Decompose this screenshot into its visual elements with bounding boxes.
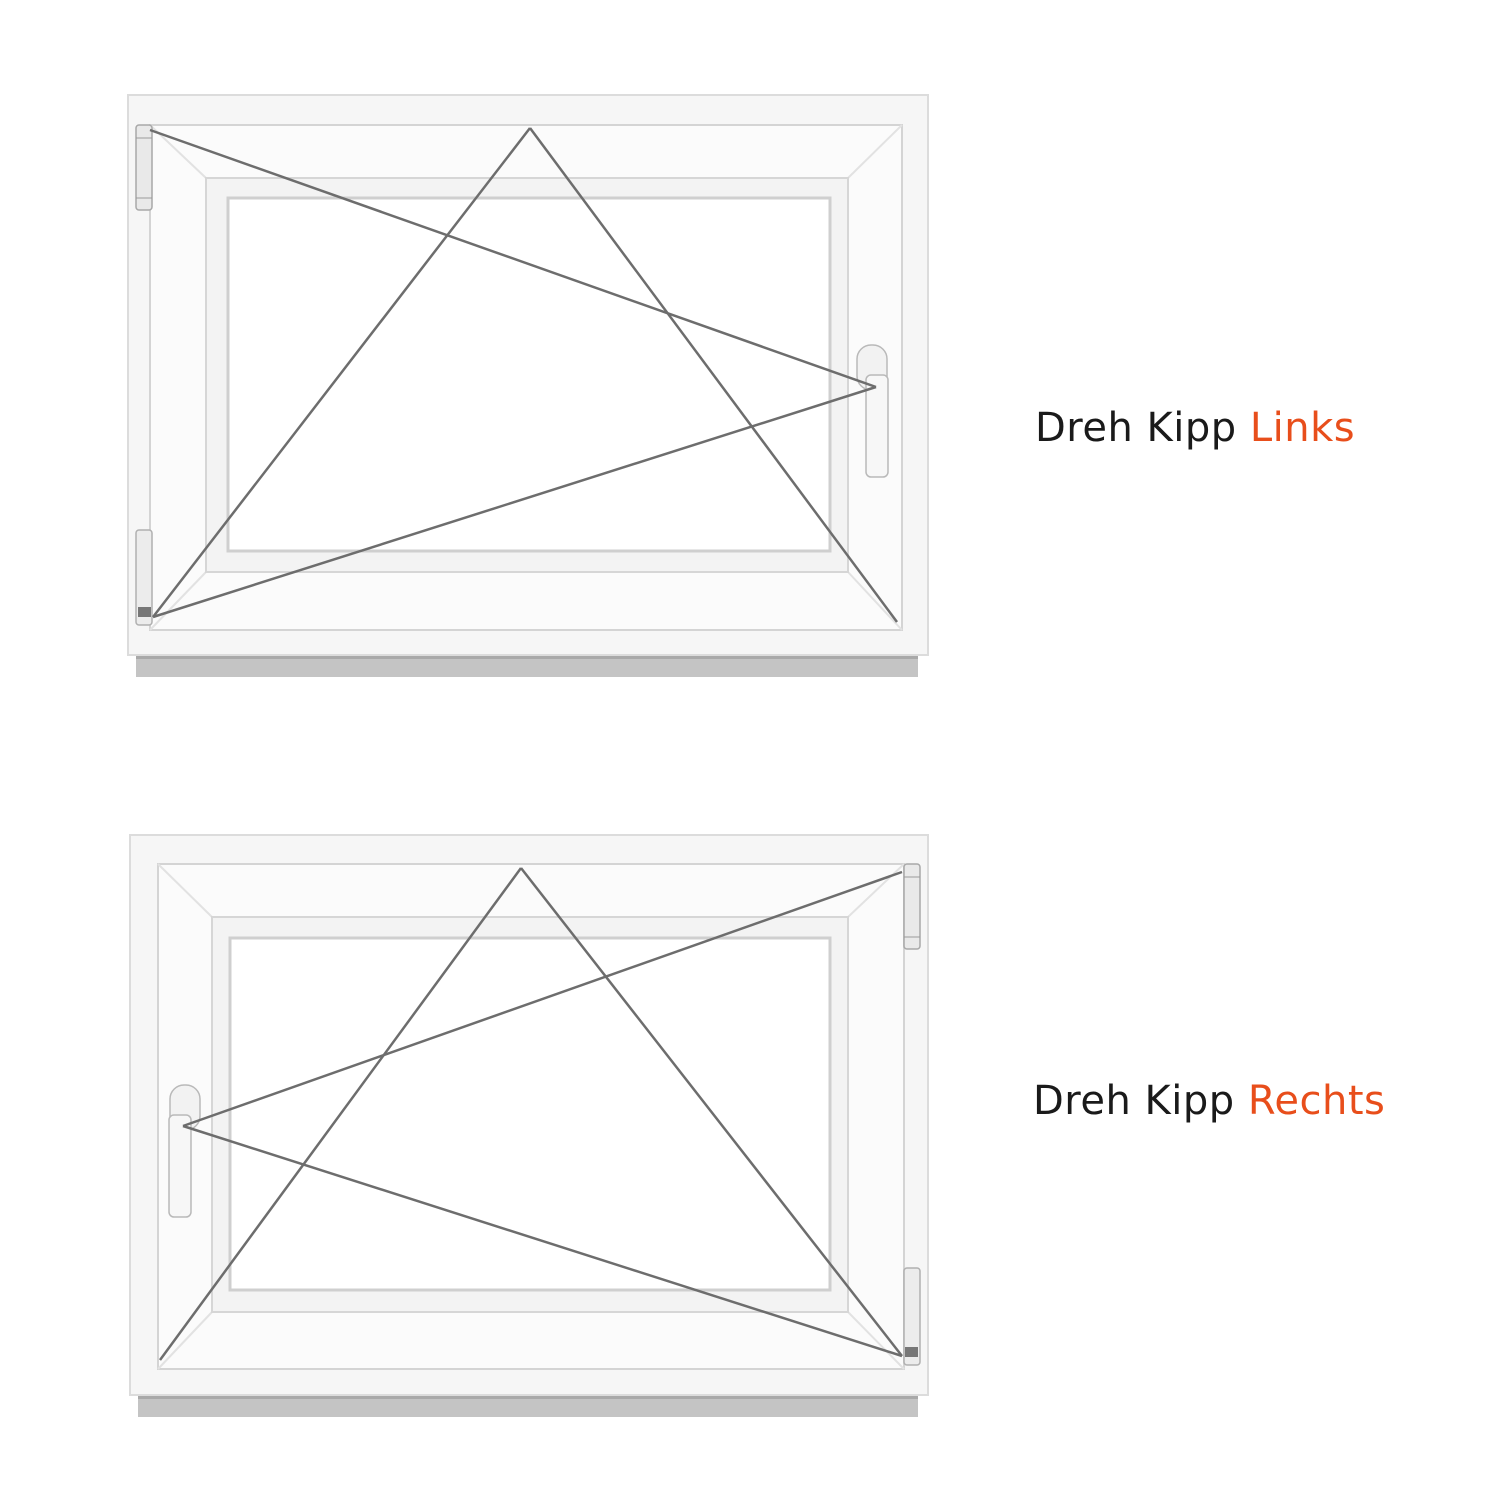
caption-accent: Rechts [1247, 1078, 1386, 1124]
opening-symbol [158, 867, 903, 1361]
window-links-svg [127, 94, 929, 677]
window-handle-icon [168, 1084, 201, 1218]
window-handle-icon [856, 344, 889, 478]
caption-accent: Links [1249, 405, 1356, 451]
opening-symbol [149, 127, 899, 623]
caption-dreh-kipp-rechts: Dreh Kipp Rechts [1033, 1078, 1385, 1124]
caption-dreh-kipp-links: Dreh Kipp Links [1035, 405, 1355, 451]
top-hinge-icon [903, 863, 921, 950]
bottom-hinge-icon [903, 1267, 921, 1366]
bottom-hinge-icon [135, 529, 153, 626]
window-sill [136, 655, 918, 677]
caption-prefix: Dreh Kipp [1035, 405, 1237, 451]
window-rechts-svg [129, 834, 929, 1417]
caption-prefix: Dreh Kipp [1033, 1078, 1235, 1124]
glass-pane [226, 196, 832, 553]
window-sill [138, 1395, 918, 1417]
glass-pane [228, 936, 832, 1292]
window-diagram-rechts [0, 820, 1000, 1440]
window-diagram-links [0, 80, 1000, 700]
top-hinge-icon [135, 124, 153, 211]
